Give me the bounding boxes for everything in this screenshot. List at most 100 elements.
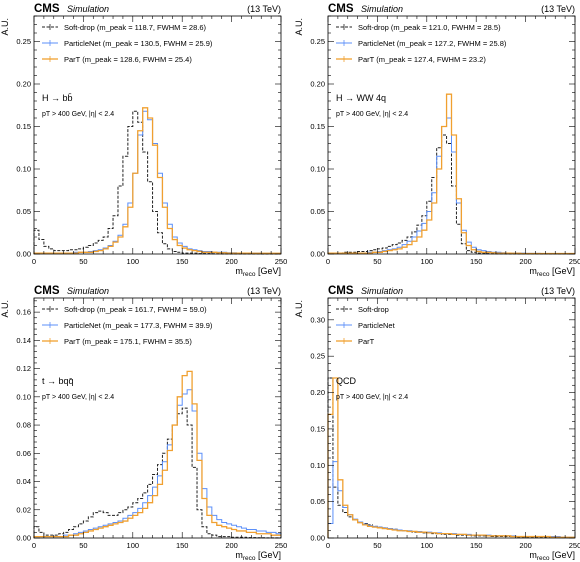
x-tick-label: 100	[421, 541, 434, 550]
x-axis-label: mreco [GeV]	[529, 550, 575, 562]
x-tick-label: 200	[519, 541, 532, 550]
x-tick-label: 200	[519, 257, 532, 266]
histogram-particlenet	[327, 461, 575, 538]
energy-label: (13 TeV)	[247, 4, 281, 14]
legend-entry: Soft-drop (m_peak = 121.0, FWHM = 28.5)	[358, 23, 501, 32]
y-tick-label: 0.00	[310, 534, 325, 543]
cuts-label: pT > 400 GeV, |η| < 2.4	[42, 111, 114, 118]
simulation-label: Simulation	[67, 286, 109, 296]
cuts-label: pT > 400 GeV, |η| < 2.4	[336, 111, 408, 118]
y-axis-label: A.U.	[294, 18, 304, 36]
x-tick-label: 100	[127, 541, 140, 550]
y-tick-label: 0.00	[310, 250, 325, 259]
legend-entry: ParT (m_peak = 128.6, FWHM = 25.4)	[64, 55, 192, 64]
chart-panel-2: 0.00 0.05 0.10 0.15 0.20 0.25 0 50 100 150 200 250m…	[294, 3, 580, 278]
plot-frame	[327, 297, 576, 539]
x-axis-label: mreco [GeV]	[235, 266, 281, 278]
plot-frame	[33, 297, 282, 539]
x-tick-label: 200	[225, 541, 238, 550]
x-tick-label: 100	[421, 257, 434, 266]
x-tick-label: 250	[569, 541, 580, 550]
legend-entry: ParT (m_peak = 175.1, FWHM = 35.5)	[64, 337, 192, 346]
x-tick-label: 50	[79, 257, 87, 266]
process-label: QCD	[336, 376, 357, 386]
y-axis-label: A.U.	[0, 300, 10, 318]
x-tick-label: 250	[275, 541, 288, 550]
histogram-part	[327, 377, 575, 538]
y-tick-label: 0.15	[16, 122, 31, 131]
cms-label: CMS	[328, 3, 354, 15]
x-tick-label: 200	[225, 257, 238, 266]
y-tick-label: 0.04	[16, 477, 31, 486]
y-tick-label: 0.06	[16, 449, 31, 458]
x-tick-label: 0	[326, 541, 330, 550]
y-tick-label: 0.05	[310, 497, 325, 506]
legend-entry: Soft-drop	[358, 305, 389, 314]
x-tick-label: 0	[32, 541, 36, 550]
histogram-particlenet	[33, 389, 281, 538]
y-tick-label: 0.20	[310, 388, 325, 397]
y-tick-label: 0.05	[310, 207, 325, 216]
legend-entry: ParticleNet	[358, 321, 396, 330]
process-label: H → WW 4q	[336, 93, 386, 103]
legend-entry: Soft-drop (m_peak = 118.7, FWHM = 28.6)	[64, 23, 207, 32]
y-tick-label: 0.30	[310, 315, 325, 324]
energy-label: (13 TeV)	[541, 286, 575, 296]
histogram-part	[327, 93, 575, 255]
x-tick-label: 50	[373, 257, 381, 266]
y-axis-label: A.U.	[294, 300, 304, 318]
x-axis-label: mreco [GeV]	[235, 550, 281, 562]
chart-panel-1: 0.00 0.05 0.10 0.15 0.20 0.25 0 50 100 150 200 250m…	[0, 3, 287, 278]
x-tick-label: 150	[470, 257, 483, 266]
chart-panel-4: 0.00 0.05 0.10 0.15 0.20 0.25 0.30 0 50 100 150 200…	[294, 285, 580, 562]
cuts-label: pT > 400 GeV, |η| < 2.4	[336, 394, 408, 401]
y-tick-label: 0.05	[16, 207, 31, 216]
legend-entry: ParticleNet (m_peak = 130.5, FWHM = 25.9…	[64, 39, 213, 48]
legend-entry: ParticleNet (m_peak = 127.2, FWHM = 25.8…	[358, 39, 507, 48]
x-tick-label: 250	[569, 257, 580, 266]
process-label: t → bqq̄	[42, 376, 74, 386]
cms-label: CMS	[34, 285, 60, 297]
legend-entry: ParT	[358, 337, 375, 346]
x-tick-label: 250	[275, 257, 288, 266]
y-tick-label: 0.12	[16, 364, 31, 373]
y-tick-label: 0.10	[16, 392, 31, 401]
x-tick-label: 0	[32, 257, 36, 266]
energy-label: (13 TeV)	[541, 4, 575, 14]
x-tick-label: 50	[79, 541, 87, 550]
simulation-label: Simulation	[67, 4, 109, 14]
x-axis-label: mreco [GeV]	[529, 266, 575, 278]
energy-label: (13 TeV)	[247, 286, 281, 296]
histogram-soft-drop	[327, 134, 575, 255]
histogram-part	[33, 107, 281, 254]
y-tick-label: 0.16	[16, 308, 31, 317]
process-label: H → bb̄	[42, 93, 73, 103]
x-tick-label: 150	[176, 541, 189, 550]
cms-label: CMS	[34, 3, 60, 15]
y-tick-label: 0.25	[16, 37, 31, 46]
y-tick-label: 0.00	[16, 250, 31, 259]
x-tick-label: 150	[176, 257, 189, 266]
x-tick-label: 100	[127, 257, 140, 266]
y-tick-label: 0.25	[310, 352, 325, 361]
legend-entry: ParT (m_peak = 127.4, FWHM = 23.2)	[358, 55, 486, 64]
y-tick-label: 0.15	[310, 122, 325, 131]
y-tick-label: 0.00	[16, 534, 31, 543]
histogram-part	[33, 370, 281, 538]
cuts-label: pT > 400 GeV, |η| < 2.4	[42, 394, 114, 401]
x-tick-label: 50	[373, 541, 381, 550]
y-tick-label: 0.10	[310, 165, 325, 174]
histogram-soft-drop	[327, 377, 575, 539]
y-tick-label: 0.20	[310, 80, 325, 89]
legend-entry: ParticleNet (m_peak = 177.3, FWHM = 39.9…	[64, 321, 213, 330]
histogram-soft-drop	[33, 110, 281, 255]
x-tick-label: 150	[470, 541, 483, 550]
y-tick-label: 0.25	[310, 37, 325, 46]
histogram-soft-drop	[33, 407, 281, 539]
y-tick-label: 0.14	[16, 336, 31, 345]
y-tick-label: 0.15	[310, 424, 325, 433]
cms-label: CMS	[328, 285, 354, 297]
y-tick-label: 0.10	[310, 461, 325, 470]
chart-panel-3: 0.00 0.02 0.04 0.06 0.08 0.10 0.12 0.14 0.16 0 50 1…	[0, 285, 287, 562]
